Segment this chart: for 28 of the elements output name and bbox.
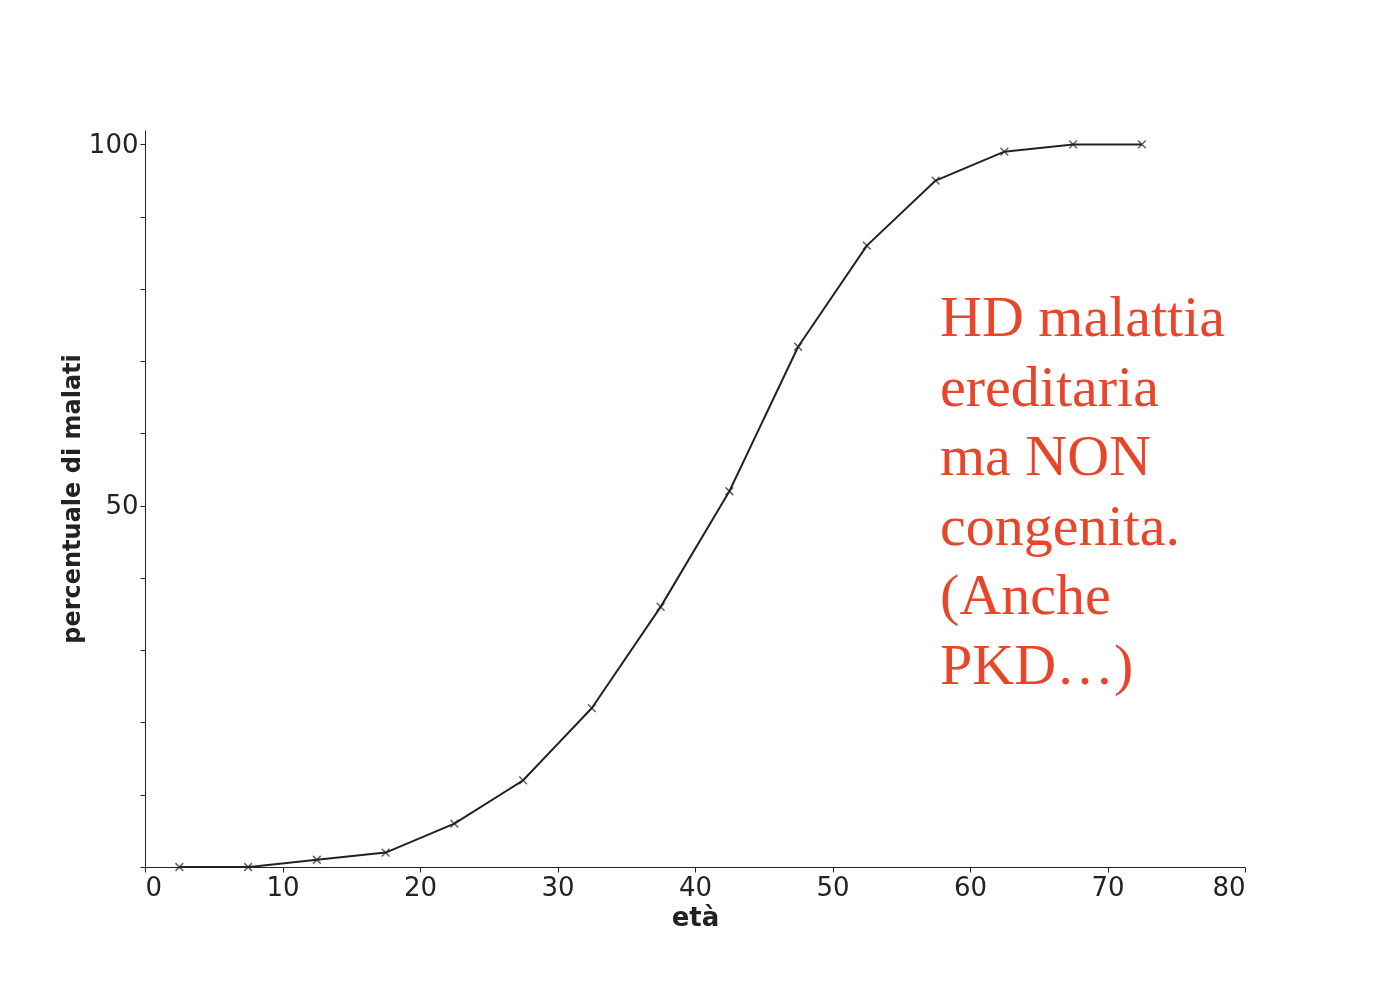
- point: [312, 855, 322, 865]
- point: [381, 847, 391, 858]
- point: [518, 775, 528, 785]
- x-tick-label: 30: [541, 871, 575, 902]
- y-axis-title: percentuale di malati: [57, 354, 86, 644]
- x-tick-label: 0: [145, 871, 163, 902]
- point: [174, 862, 184, 872]
- point: [1137, 139, 1147, 150]
- x-tick-label: 80: [1212, 871, 1246, 902]
- x-axis-title: età: [671, 901, 720, 932]
- x-tick-label: 40: [678, 871, 713, 902]
- point: [999, 147, 1009, 157]
- point: [449, 819, 459, 829]
- x-tick-label: 50: [816, 871, 850, 902]
- x-tick-label: 10: [266, 871, 300, 902]
- point: [587, 703, 597, 713]
- x-tick-label: 20: [403, 871, 438, 902]
- annotation: HD malattia ereditaria ma NON congenita. (Anche PKD…): [940, 284, 1226, 697]
- point: [724, 486, 734, 496]
- point: [793, 342, 803, 352]
- point: [656, 602, 666, 612]
- x-tick-label: 60: [953, 871, 988, 902]
- point: [1068, 139, 1078, 150]
- point: [243, 862, 253, 872]
- point: [862, 240, 872, 251]
- x-tick-label: 70: [1091, 871, 1125, 902]
- y-tick-label: 100: [88, 128, 139, 159]
- point: [931, 175, 941, 186]
